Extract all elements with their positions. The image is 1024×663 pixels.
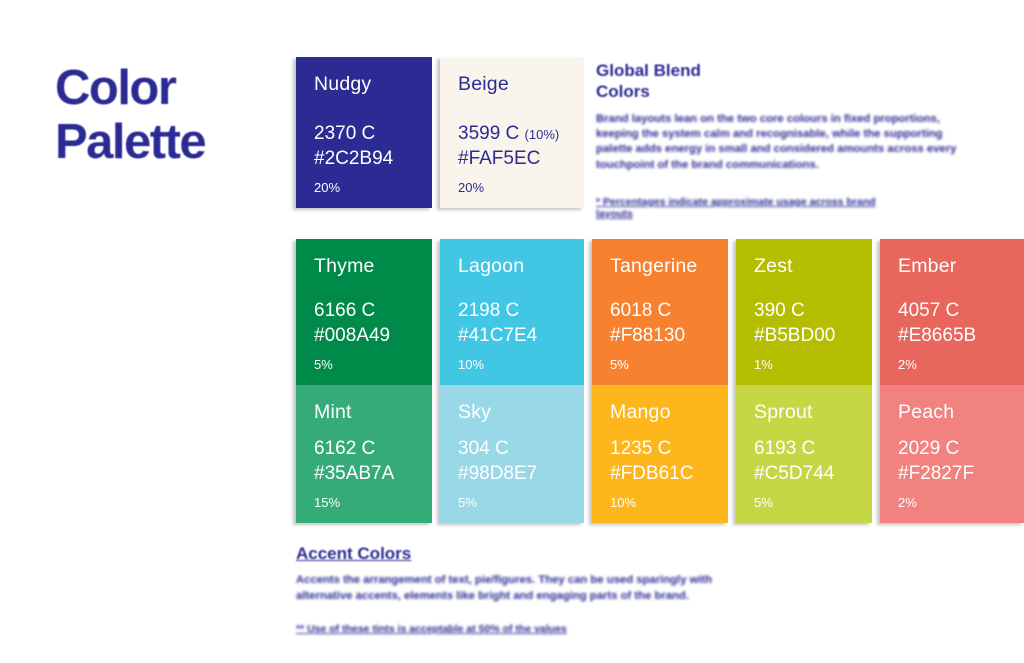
swatch-usage: 5% [314,357,333,372]
swatch-card-mint: Mint 6162 C #35AB7A 15% [296,385,432,523]
swatch-pantone: 304 C [458,437,509,459]
swatch-usage: 5% [610,357,629,372]
swatch-hex: #C5D744 [754,462,835,484]
swatch-hex: #F88130 [610,324,686,346]
swatch-card-ember: Ember 4057 C #E8665B 2% [880,239,1024,385]
swatch-name: Thyme [314,255,375,277]
swatch-pantone: 6166 C [314,299,376,321]
global-blend-footnote: * Percentages indicate approximate usage… [596,195,876,220]
accent-colors-section: Accent Colors Accents the arrangement of… [296,543,732,635]
global-blend-heading-line2: Colors [596,82,650,102]
swatch-hex: #35AB7A [314,462,395,484]
swatch-pantone-note: (10%) [524,126,560,142]
swatch-card-zest: Zest 390 C #B5BD00 1% [736,239,872,385]
accent-colors-footnote: ** Use of these tints is acceptable at 5… [296,622,567,635]
page-title: Color Palette [55,61,207,170]
swatch-name: Tangerine [610,255,698,277]
swatch-codes: 4057 C #E8665B [898,298,1014,348]
swatch-usage: 1% [754,357,773,372]
swatch-card-nudgy: Nudgy 2370 C #2C2B94 20% [296,57,432,208]
swatch-hex: #B5BD00 [754,324,836,346]
swatch-hex: #41C7E4 [458,324,538,346]
swatch-codes: 390 C #B5BD00 [754,298,862,348]
global-blend-section: Global Blend Colors Brand layouts lean o… [596,60,962,220]
swatch-codes: 6166 C #008A49 [314,298,422,348]
page-title-line2: Palette [55,114,207,169]
swatch-name: Sprout [754,401,813,423]
swatch-name: Zest [754,255,793,277]
swatch-pantone: 2370 C [314,122,376,144]
swatch-pantone: 2029 C [898,437,960,459]
swatch-name: Nudgy [314,73,372,95]
swatch-card-lagoon: Lagoon 2198 C #41C7E4 10% [440,239,584,385]
swatch-name: Mint [314,401,352,423]
swatch-card-mango: Mango 1235 C #FDB61C 10% [592,385,728,523]
accent-colors-paragraph: Accents the arrangement of text, pie/fig… [296,574,713,602]
swatch-pantone: 3599 C (10%) [458,122,560,144]
swatch-usage: 5% [458,495,477,510]
swatch-card-thyme: Thyme 6166 C #008A49 5% [296,239,432,385]
swatch-pantone: 6193 C [754,437,816,459]
swatch-card-sprout: Sprout 6193 C #C5D744 5% [736,385,872,523]
swatch-codes: 3599 C (10%) #FAF5EC [458,121,574,171]
swatch-card-peach: Peach 2029 C #F2827F 2% [880,385,1024,523]
swatch-usage: 5% [754,495,773,510]
accent-colors-heading: Accent Colors [296,544,412,563]
swatch-usage: 20% [314,180,341,195]
swatch-codes: 304 C #98D8E7 [458,436,574,486]
swatch-name: Peach [898,401,955,423]
swatch-codes: 1235 C #FDB61C [610,436,718,486]
swatch-hex: #E8665B [898,324,977,346]
swatch-pantone: 2198 C [458,299,520,321]
swatch-hex: #FDB61C [610,462,694,484]
swatch-hex: #2C2B94 [314,147,394,169]
global-blend-paragraph: Brand layouts lean on the two core colou… [596,112,957,171]
swatch-pantone: 4057 C [898,299,960,321]
swatch-pantone: 1235 C [610,437,672,459]
swatch-codes: 2198 C #41C7E4 [458,298,574,348]
swatch-hex: #008A49 [314,324,391,346]
page-title-line1: Color [55,61,177,115]
swatch-hex: #FAF5EC [458,147,541,169]
swatch-pantone: 390 C [754,299,805,321]
swatch-name: Lagoon [458,255,525,277]
swatch-pantone: 6018 C [610,299,672,321]
global-blend-heading: Global Blend Colors [596,60,962,103]
swatch-name: Mango [610,401,671,423]
swatch-name: Ember [898,255,957,277]
swatch-codes: 2370 C #2C2B94 [314,121,422,171]
swatch-codes: 6018 C #F88130 [610,298,718,348]
primary-swatch-grid: Nudgy 2370 C #2C2B94 20% Beige 3599 C (10%) #… [296,57,584,208]
swatch-hex: #98D8E7 [458,462,538,484]
swatch-card-sky: Sky 304 C #98D8E7 5% [440,385,584,523]
swatch-card-tangerine: Tangerine 6018 C #F88130 5% [592,239,728,385]
swatch-codes: 6193 C #C5D744 [754,436,862,486]
swatch-codes: 2029 C #F2827F [898,436,1014,486]
swatch-usage: 20% [458,180,485,195]
swatch-hex: #F2827F [898,462,975,484]
swatch-usage: 2% [898,495,917,510]
swatch-usage: 10% [458,357,485,372]
swatch-pantone: 6162 C [314,437,376,459]
swatch-name: Beige [458,73,509,95]
swatch-name: Sky [458,401,492,423]
swatch-codes: 6162 C #35AB7A [314,436,422,486]
swatch-usage: 10% [610,495,637,510]
secondary-swatch-grid: Thyme 6166 C #008A49 5% Lagoon 2198 C #41C7E… [296,239,1024,523]
swatch-usage: 2% [898,357,917,372]
global-blend-heading-line1: Global Blend [596,61,701,80]
swatch-usage: 15% [314,495,341,510]
swatch-card-beige: Beige 3599 C (10%) #FAF5EC 20% [440,57,584,208]
